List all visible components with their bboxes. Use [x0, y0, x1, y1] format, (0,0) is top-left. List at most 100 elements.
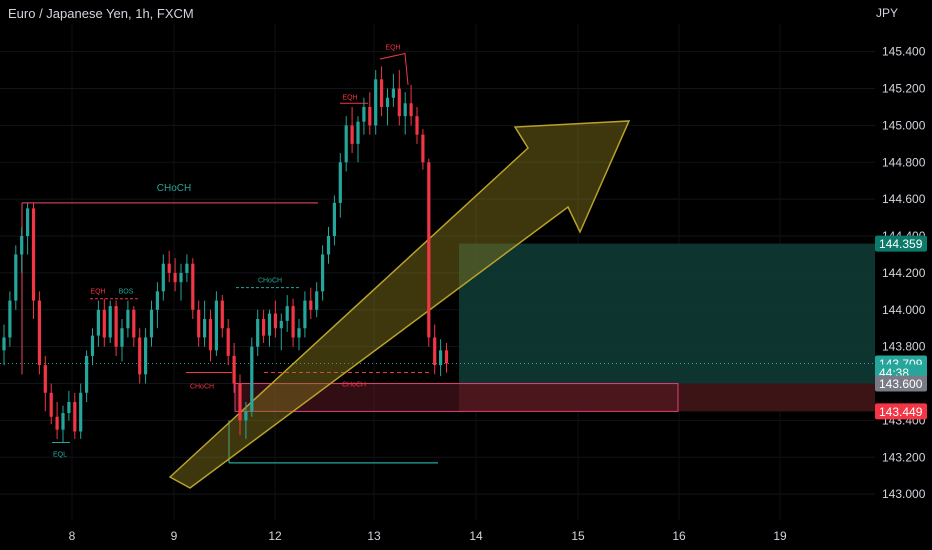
candle-body — [179, 272, 183, 283]
candle-body — [120, 328, 124, 347]
y-tick-label: 143.800 — [882, 340, 926, 354]
candle-body — [31, 208, 36, 301]
candle-body — [380, 79, 384, 107]
choch-right-label: CHoCH — [342, 381, 366, 388]
candle-body — [315, 291, 319, 310]
take-profit-zone — [459, 243, 875, 384]
candle-body — [2, 337, 6, 351]
x-tick-label: 19 — [773, 529, 787, 543]
candle-body — [273, 313, 277, 329]
x-tick-label: 8 — [69, 529, 76, 543]
candle-body — [350, 125, 354, 144]
candle-body — [102, 309, 106, 338]
candle-body — [374, 79, 378, 126]
candle-body — [144, 337, 148, 375]
candle-body — [149, 309, 154, 338]
candle-body — [415, 116, 419, 135]
candle-body — [96, 309, 100, 336]
candle-body — [55, 416, 59, 430]
projection-arrow-shape — [168, 120, 631, 489]
x-tick-label: 9 — [171, 529, 178, 543]
candle-body — [49, 392, 53, 417]
candle-body — [391, 88, 395, 98]
eqh-top-label: EQH — [385, 45, 400, 52]
candle-body — [214, 300, 218, 351]
candle-body — [397, 88, 401, 117]
candle-body — [421, 134, 425, 163]
y-tick-label: 143.000 — [882, 487, 926, 501]
candle-body — [326, 236, 331, 255]
candle-body — [67, 401, 71, 414]
candle-body — [332, 202, 336, 237]
eql-label: EQL — [53, 452, 67, 459]
candle-body — [303, 300, 307, 329]
candle-body — [185, 263, 189, 273]
candle-body — [173, 272, 177, 283]
price-label-text: 143.449 — [879, 405, 923, 419]
currency-label: JPY — [875, 6, 898, 20]
candle-body — [244, 411, 248, 421]
x-tick-label: 14 — [469, 529, 483, 543]
candle-body — [191, 263, 195, 310]
candle-body — [238, 383, 242, 421]
price-label-box — [875, 235, 927, 252]
candle-body — [114, 306, 118, 347]
candle-body — [79, 392, 83, 432]
candle-body — [26, 208, 30, 237]
structure-lines — [0, 52, 875, 464]
x-tick-label: 13 — [367, 529, 381, 543]
price-label-text: 143.600 — [879, 377, 923, 391]
candle-body — [208, 319, 213, 351]
candle-body — [155, 291, 159, 310]
candle-body — [297, 328, 301, 338]
y-tick-label: 144.600 — [882, 192, 926, 206]
price-label-box — [875, 375, 927, 392]
candle-body — [267, 313, 272, 336]
candle-body — [409, 103, 413, 117]
price-label-text: 144.359 — [879, 237, 923, 251]
eqh-line-top — [379, 52, 409, 85]
candle-body — [61, 413, 65, 430]
candle-body — [403, 103, 407, 117]
y-tick-label: 143.200 — [882, 450, 926, 464]
candle-body — [433, 337, 437, 366]
candle-body — [20, 236, 24, 255]
candle-body — [14, 254, 18, 301]
candle-body — [256, 319, 260, 347]
eqh-left-label: EQH — [90, 289, 105, 296]
y-tick-label: 145.400 — [882, 45, 926, 59]
candle-body — [161, 263, 165, 292]
price-label-box — [875, 403, 927, 420]
y-tick-label: 144.800 — [882, 155, 926, 169]
candle-body — [132, 309, 136, 338]
candle-body — [138, 337, 142, 375]
x-tick-label: 15 — [571, 529, 585, 543]
y-tick-label: 144.000 — [882, 303, 926, 317]
candle-body — [262, 319, 266, 336]
annotations: CHoCH EQL EQH BOS CHoCH CHoCH EQH EQH CHoCH — [53, 45, 401, 459]
candle-body — [37, 300, 41, 366]
candle-body — [439, 350, 443, 366]
candle-body — [73, 401, 77, 432]
candle-body — [356, 121, 360, 144]
choch-left-low-label: CHoCH — [190, 383, 214, 390]
candle-body — [444, 350, 449, 364]
choch-top-label: CHoCH — [157, 183, 191, 194]
candle-body — [8, 300, 12, 338]
candle-body — [344, 125, 348, 163]
candle-body — [226, 328, 230, 356]
candle-body — [232, 355, 236, 384]
candle-body — [338, 162, 342, 203]
candle-body — [427, 162, 431, 338]
candle-body — [167, 263, 171, 273]
candle-body — [43, 365, 47, 393]
candle-body — [321, 254, 325, 292]
position-zones — [234, 243, 875, 412]
candle-body — [197, 309, 201, 338]
eqh-mid-label: EQH — [342, 94, 357, 101]
candle-body — [368, 106, 372, 126]
candle-body — [285, 306, 289, 321]
x-tick-label: 12 — [268, 529, 282, 543]
